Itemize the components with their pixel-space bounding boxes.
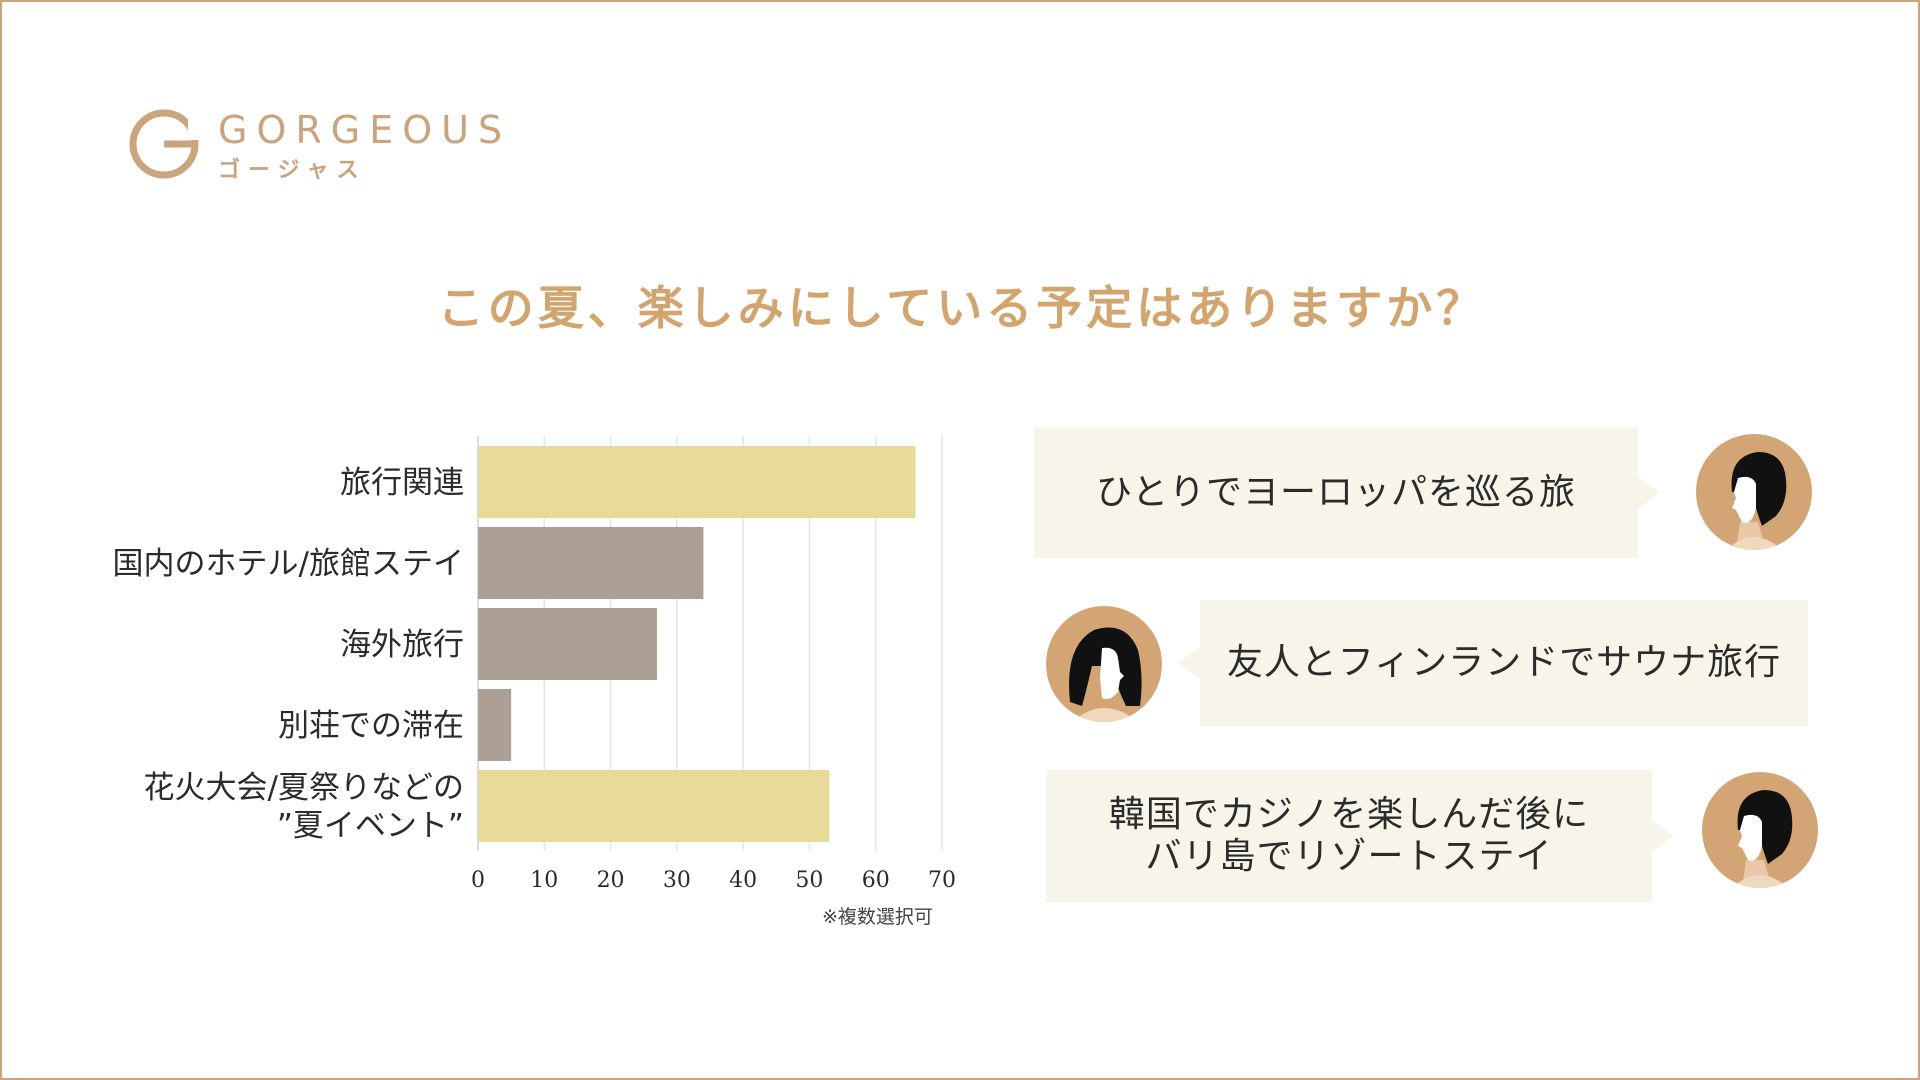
bar: [478, 770, 830, 842]
bar: [478, 608, 657, 680]
x-tick-label: 40: [729, 868, 757, 892]
x-tick-label: 70: [928, 868, 956, 892]
bar-chart: 旅行関連国内のホテル/旅館ステイ海外旅行別荘での滞在花火大会/夏祭りなどの”夏イ…: [113, 436, 956, 892]
x-tick-label: 60: [862, 868, 890, 892]
comment-tail-3: [1652, 820, 1674, 852]
category-label: 国内のホテル/旅館ステイ: [113, 546, 464, 582]
man-profile-icon: [1696, 434, 1812, 550]
comment-tail-2: [1178, 647, 1200, 679]
chart-note: ※複数選択可: [822, 906, 933, 928]
comment-bubble-3: 韓国でカジノを楽しんだ後に バリ島でリゾートステイ: [1046, 770, 1652, 902]
x-tick-label: 20: [597, 868, 625, 892]
category-label: 旅行関連: [340, 465, 464, 501]
brand-g-icon: [129, 109, 202, 179]
x-tick-label: 10: [530, 868, 558, 892]
x-tick-label: 50: [795, 868, 823, 892]
comment-text-2: 友人とフィンランドでサウナ旅行: [1226, 642, 1782, 683]
bar: [478, 527, 704, 599]
category-label: 別荘での滞在: [278, 708, 464, 744]
woman-profile-icon: [1046, 606, 1162, 722]
comment-bubble-2: 友人とフィンランドでサウナ旅行: [1200, 600, 1808, 726]
brand-name: GORGEOUS: [218, 108, 512, 152]
comment-tail-1: [1638, 477, 1660, 509]
comment-text-3: 韓国でカジノを楽しんだ後に バリ島でリゾートステイ: [1108, 794, 1590, 877]
category-label: 海外旅行: [340, 627, 464, 663]
comment-text-1: ひとりでヨーロッパを巡る旅: [1096, 472, 1576, 513]
x-tick-label: 30: [663, 868, 691, 892]
category-label: 花火大会/夏祭りなどの”夏イベント”: [144, 770, 464, 844]
page-title: この夏、楽しみにしている予定はありますか？: [437, 281, 1487, 335]
man-profile-icon: [1702, 772, 1818, 888]
brand-logo: GORGEOUS ゴージャス: [126, 106, 546, 186]
bar: [478, 689, 512, 761]
comment-bubble-1: ひとりでヨーロッパを巡る旅: [1034, 428, 1638, 558]
brand-kana: ゴージャス: [218, 158, 367, 183]
bar: [478, 446, 916, 518]
x-tick-label: 0: [471, 868, 485, 892]
